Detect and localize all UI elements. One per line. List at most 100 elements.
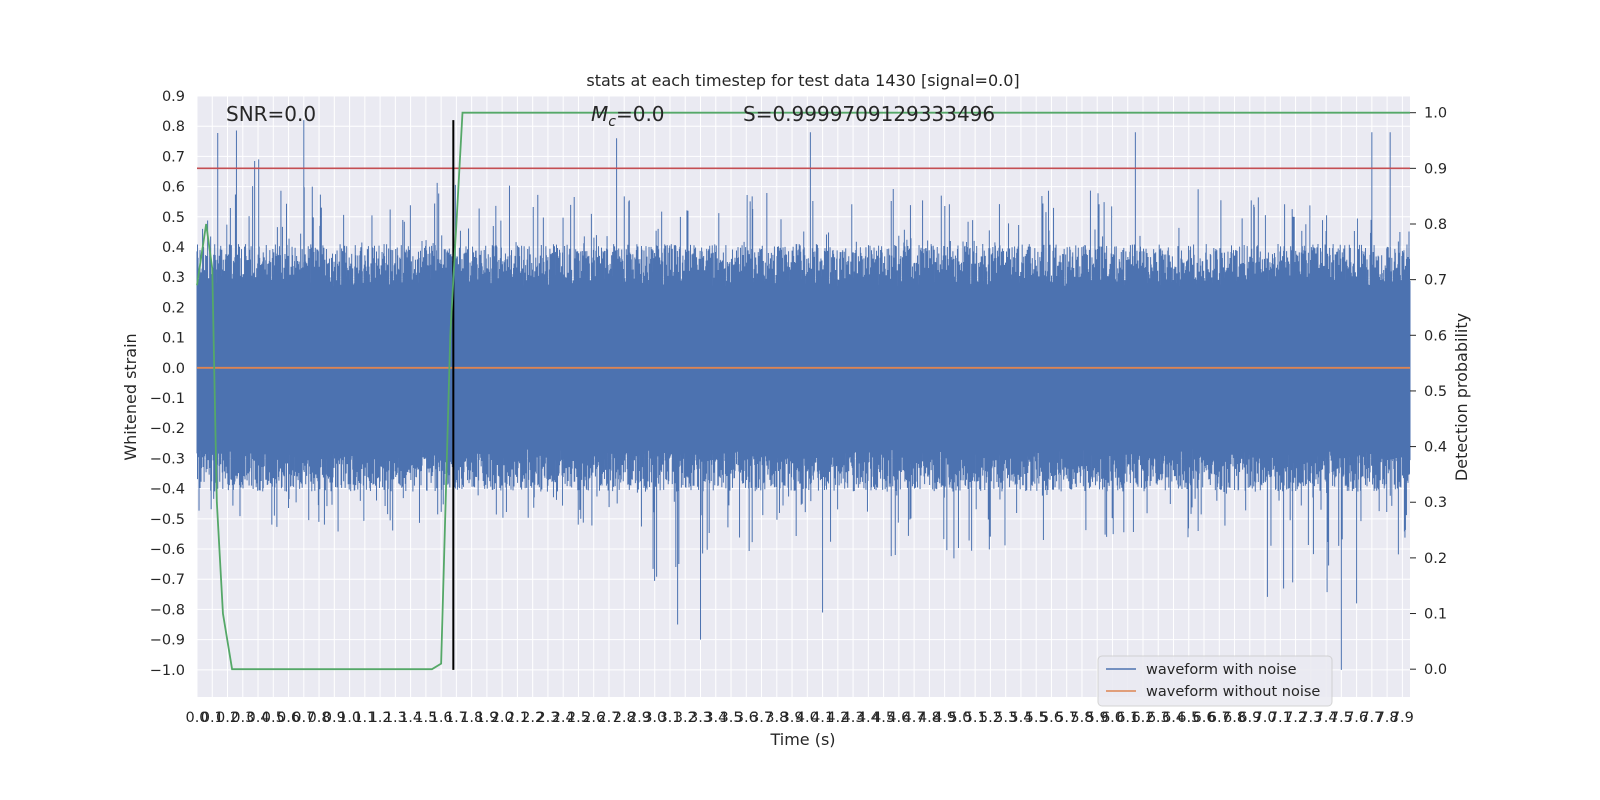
x-tick-label: 3.0	[643, 710, 666, 726]
x-tick-label: 4.1	[811, 710, 834, 726]
y-tick-label-right: 0.0	[1424, 662, 1447, 678]
x-tick-label: 3.9	[781, 710, 804, 726]
x-tick-label: 1.4	[399, 710, 422, 726]
x-tick-label: 0.1	[201, 710, 224, 726]
x-tick-label: 3.2	[674, 710, 697, 726]
x-tick-label: 2.8	[613, 710, 636, 726]
x-tick-label: 7.4	[1315, 710, 1338, 726]
x-tick-label: 0.8	[308, 710, 331, 726]
x-tick-label: 5.0	[948, 710, 971, 726]
x-tick-label: 5.4	[1009, 710, 1032, 726]
x-tick-label: 2.1	[506, 710, 529, 726]
x-tick-label: 0.5	[262, 710, 285, 726]
x-tick-label: 7.2	[1284, 710, 1307, 726]
x-tick-label: 1.9	[475, 710, 498, 726]
x-tick-labels: 0.00.10.20.30.40.50.60.70.80.91.01.11.21…	[185, 710, 1413, 726]
x-tick-label: 2.2	[521, 710, 544, 726]
legend-box	[1097, 655, 1333, 707]
x-tick-label: 7.5	[1330, 710, 1353, 726]
mc-subscript: c	[608, 114, 616, 130]
x-tick-label: 4.6	[887, 710, 910, 726]
x-tick-label: 5.3	[994, 710, 1017, 726]
x-tick-label: 5.6	[1040, 710, 1063, 726]
x-tick-label: 4.7	[903, 710, 926, 726]
x-tick-label: 7.0	[1254, 710, 1277, 726]
x-tick-label: 6.4	[1162, 710, 1185, 726]
x-tick-label: 3.7	[750, 710, 773, 726]
y-tick-label-right: 0.9	[1424, 161, 1447, 177]
x-tick-label: 6.7	[1208, 710, 1231, 726]
mc-value: =0.0	[616, 102, 665, 126]
x-tick-label: 6.9	[1238, 710, 1261, 726]
x-tick-label: 2.0	[491, 710, 514, 726]
y-tick-label: −0.4	[150, 482, 185, 498]
x-tick-label: 7.1	[1269, 710, 1292, 726]
x-tick-label: 1.0	[338, 710, 361, 726]
x-tick-label: 2.3	[536, 710, 559, 726]
y-tick-labels-right: 1.0 0.9 0.8 0.7 0.6 0.5 0.4 0.3 0.2 0.1 0.0	[1410, 106, 1447, 678]
y-tick-label: 0.4	[162, 240, 185, 256]
x-tick-label: 6.2	[1131, 710, 1154, 726]
x-tick-label: 0.4	[247, 710, 270, 726]
x-tick-label: 4.9	[933, 710, 956, 726]
legend-label-noise: waveform with noise	[1146, 662, 1297, 678]
y-tick-label: −1.0	[150, 663, 185, 679]
y-tick-label-right: 0.1	[1424, 607, 1447, 623]
x-tick-label: 5.5	[1025, 710, 1048, 726]
x-tick-label: 4.5	[872, 710, 895, 726]
x-tick-label: 3.6	[735, 710, 758, 726]
x-tick-label: 5.1	[964, 710, 987, 726]
legend-label-clean: waveform without noise	[1146, 684, 1320, 700]
x-tick-label: 7.9	[1391, 710, 1414, 726]
y-tick-label: −0.6	[150, 542, 185, 558]
annotation-s: S=0.9999709129333496	[743, 102, 995, 126]
x-tick-label: 0.3	[231, 710, 254, 726]
y-tick-label-right: 0.4	[1424, 440, 1447, 456]
x-tick-label: 2.6	[582, 710, 605, 726]
series-detection-probability	[196, 111, 1410, 671]
x-tick-label: 6.1	[1116, 710, 1139, 726]
x-tick-label: 4.8	[918, 710, 941, 726]
x-tick-label: 0.0	[185, 710, 208, 726]
y-tick-label-right: 0.6	[1424, 328, 1447, 344]
x-tick-label: 0.7	[292, 710, 315, 726]
x-tick-label: 1.8	[460, 710, 483, 726]
y-tick-label-right: 0.7	[1424, 273, 1447, 289]
y-axis-label-right: Detection probability	[1452, 313, 1471, 481]
x-tick-label: 1.6	[430, 710, 453, 726]
x-tick-label: 4.4	[857, 710, 880, 726]
x-tick-label: 2.7	[597, 710, 620, 726]
y-tick-label: −0.5	[150, 512, 185, 528]
y-tick-label: 0.2	[162, 300, 185, 316]
y-tick-label: 0.6	[162, 180, 185, 196]
x-tick-label: 1.5	[414, 710, 437, 726]
y-tick-label-right: 1.0	[1424, 106, 1447, 122]
x-tick-label: 1.1	[353, 710, 376, 726]
y-tick-label: −0.2	[150, 421, 185, 437]
y-tick-label: 0.3	[162, 270, 185, 286]
x-tick-label: 3.1	[658, 710, 681, 726]
x-tick-label: 3.4	[704, 710, 727, 726]
y-tick-label: 0.0	[162, 361, 185, 377]
y-tick-label: 0.1	[162, 331, 185, 347]
x-tick-label: 4.3	[842, 710, 865, 726]
x-tick-label: 7.8	[1376, 710, 1399, 726]
y-tick-label: 0.9	[162, 89, 185, 105]
x-tick-label: 5.2	[979, 710, 1002, 726]
x-tick-label: 6.8	[1223, 710, 1246, 726]
x-tick-label: 1.3	[384, 710, 407, 726]
x-tick-label: 0.9	[323, 710, 346, 726]
y-tick-label: −0.8	[150, 602, 185, 618]
y-tick-label: 0.8	[162, 119, 185, 135]
x-tick-label: 1.7	[445, 710, 468, 726]
annotation-snr: SNR=0.0	[226, 102, 316, 126]
x-tick-label: 6.6	[1192, 710, 1215, 726]
y-tick-label-right: 0.8	[1424, 217, 1447, 233]
x-tick-label: 6.5	[1177, 710, 1200, 726]
x-tick-label: 7.6	[1345, 710, 1368, 726]
annotation-mc: Mc=0.0	[591, 102, 665, 130]
x-tick-label: 2.4	[552, 710, 575, 726]
y-tick-label: 0.7	[162, 149, 185, 165]
x-tick-label: 3.3	[689, 710, 712, 726]
